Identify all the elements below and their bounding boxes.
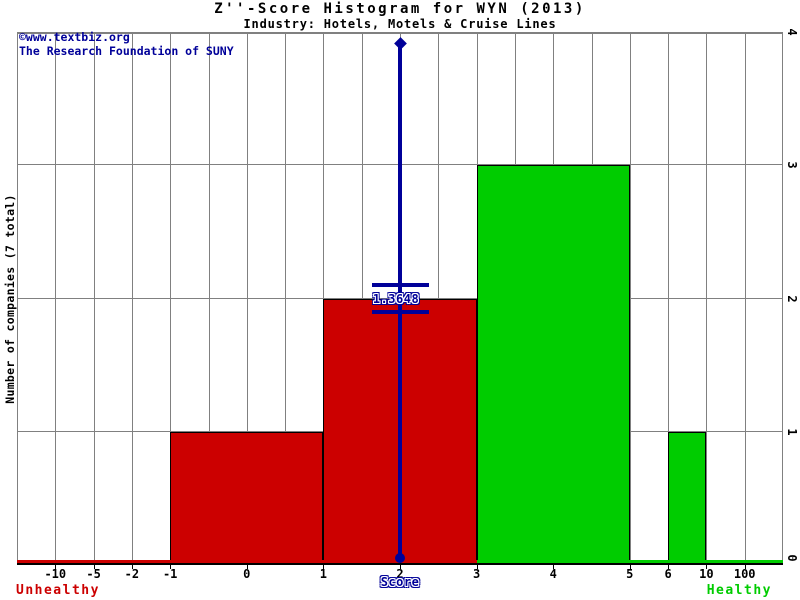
x-tick-mark [400,565,401,569]
x-tick-mark [553,565,555,569]
gridline-vertical [55,32,57,565]
watermark-url: ©www.textbiz.org [19,30,130,44]
y-tick-label: 4 [785,28,799,36]
x-tick-mark [323,565,325,569]
gridline-vertical [706,32,708,565]
x-tick-mark [668,565,670,569]
x-tick-label: -10 [44,567,67,581]
plot-area: 1.3648 [17,32,783,565]
gridline-vertical [93,32,95,565]
score-marker-crossbar [372,283,429,288]
gridline-vertical [629,32,631,565]
x-tick-mark [246,565,248,569]
x-axis-line [17,563,783,565]
score-marker-bottom-point [395,553,405,563]
y-axis-title: Number of companies (7 total) [3,194,17,404]
x-tick-label: 0 [243,567,251,581]
x-tick-label: 6 [664,567,672,581]
x-tick-mark [629,565,631,569]
watermark-org: The Research Foundation of SUNY [19,44,234,58]
watermark: ©www.textbiz.org The Research Foundation… [19,30,234,58]
gridline-vertical [744,32,746,565]
y-tick-label: 2 [785,294,799,303]
x-tick-mark [170,565,172,569]
histogram-bar-healthy [476,165,630,565]
x-tick-label: 1 [319,567,328,581]
x-tick-mark [476,565,478,569]
gridline-vertical [782,32,783,565]
y-tick-label: 3 [785,161,799,169]
score-marker-line [398,40,402,557]
gridline-vertical [285,32,287,565]
x-axis-title: Score [380,575,420,589]
chart-subtitle: Industry: Hotels, Motels & Cruise Lines [243,17,557,31]
gridline-vertical [208,32,210,565]
baseline-healthy [476,560,783,563]
x-tick-mark [706,565,708,569]
x-tick-label: 2 [396,567,404,581]
x-tick-label: 5 [626,567,634,581]
x-tick-label: -5 [86,567,101,581]
gridline-vertical [131,32,133,565]
score-marker-value-label: 1.3648 [372,291,420,306]
x-tick-label: -1 [162,567,178,581]
x-tick-mark [131,565,133,569]
unhealthy-zone-label: Unhealthy [16,583,100,598]
x-tick-label: 4 [549,567,557,581]
baseline-unhealthy [17,560,477,563]
gridline-vertical [668,32,670,565]
x-tick-label: -2 [124,567,140,581]
x-tick-label: 100 [733,567,756,581]
histogram-bar-unhealthy [170,431,324,565]
x-tick-mark [55,565,57,569]
x-tick-label: 10 [699,567,714,581]
x-tick-mark [744,565,746,569]
gridline-vertical [170,32,172,565]
score-marker-crossbar [372,309,429,314]
y-tick-label: 0 [785,554,799,562]
gridline-vertical [17,32,18,565]
plot-top-border [17,32,783,34]
x-tick-label: 3 [472,567,481,581]
histogram-bar-healthy [668,431,707,565]
gridline-vertical [246,32,248,565]
healthy-zone-label: Healthy [706,583,772,598]
chart-title: Z''-Score Histogram for WYN (2013) [214,1,586,17]
x-tick-mark [93,565,95,569]
score-marker-top-point [393,37,407,50]
y-tick-label: 1 [785,428,799,436]
